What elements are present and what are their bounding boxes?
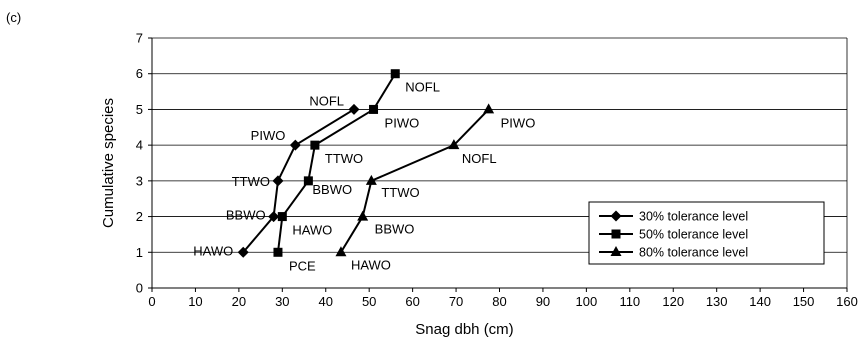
legend-marker (611, 229, 621, 239)
data-point (268, 211, 280, 223)
data-point (273, 247, 283, 257)
x-tick-label: 20 (232, 294, 246, 309)
x-tick-label: 60 (405, 294, 419, 309)
data-point (289, 139, 301, 151)
legend-marker (610, 210, 622, 222)
point-label: PIWO (501, 115, 536, 130)
data-point (357, 210, 369, 221)
point-label: PIWO (385, 115, 420, 130)
x-tick-label: 100 (576, 294, 598, 309)
y-tick-label: 4 (136, 138, 143, 153)
point-label: BBWO (226, 208, 266, 223)
y-tick-label: 7 (136, 31, 143, 46)
data-point (390, 69, 400, 79)
data-point (365, 174, 377, 185)
x-tick-label: 0 (148, 294, 155, 309)
x-tick-label: 30 (275, 294, 289, 309)
x-tick-label: 160 (836, 294, 858, 309)
point-label: PIWO (251, 128, 286, 143)
x-tick-label: 50 (362, 294, 376, 309)
point-label: TTWO (325, 151, 363, 166)
point-label: NOFL (309, 93, 344, 108)
data-point (310, 140, 320, 150)
legend-marker (610, 246, 622, 256)
x-axis-title: Snag dbh (cm) (415, 321, 513, 338)
y-tick-label: 0 (136, 281, 143, 296)
x-tick-label: 130 (706, 294, 728, 309)
point-label: HAWO (193, 243, 233, 258)
legend-label: 50% tolerance level (639, 228, 748, 242)
legend-label: 80% tolerance level (639, 246, 748, 260)
x-tick-label: 70 (449, 294, 463, 309)
point-label: TTWO (381, 185, 419, 200)
y-tick-label: 5 (136, 102, 143, 117)
data-point (448, 139, 460, 150)
data-point (483, 103, 495, 114)
data-point (348, 103, 360, 115)
series-line (276, 73, 397, 253)
y-tick-label: 2 (136, 209, 143, 224)
legend-label: 30% tolerance level (639, 210, 748, 224)
x-tick-label: 10 (188, 294, 202, 309)
data-point (369, 104, 379, 114)
x-tick-label: 110 (619, 294, 640, 309)
data-point (277, 212, 287, 222)
point-label: TTWO (232, 174, 270, 189)
x-tick-label: 80 (492, 294, 506, 309)
x-tick-label: 150 (793, 294, 815, 309)
x-tick-label: 40 (319, 294, 333, 309)
point-label: PCE (289, 258, 316, 273)
y-tick-label: 6 (136, 66, 143, 81)
data-point (237, 246, 249, 258)
y-tick-label: 3 (136, 173, 143, 188)
point-label: BBWO (312, 182, 352, 197)
point-label: BBWO (375, 222, 415, 237)
x-tick-label: 120 (662, 294, 684, 309)
y-axis-title: Cumulative species (100, 98, 117, 228)
point-label: HAWO (292, 223, 332, 238)
data-point (335, 246, 347, 257)
point-label: NOFL (405, 80, 440, 95)
x-tick-label: 140 (749, 294, 771, 309)
data-point (303, 176, 313, 186)
data-point (272, 175, 284, 187)
point-label: HAWO (351, 257, 391, 272)
panel-label: (c) (6, 10, 22, 25)
point-label: NOFL (462, 151, 497, 166)
x-tick-label: 90 (536, 294, 550, 309)
y-tick-label: 1 (136, 245, 143, 260)
